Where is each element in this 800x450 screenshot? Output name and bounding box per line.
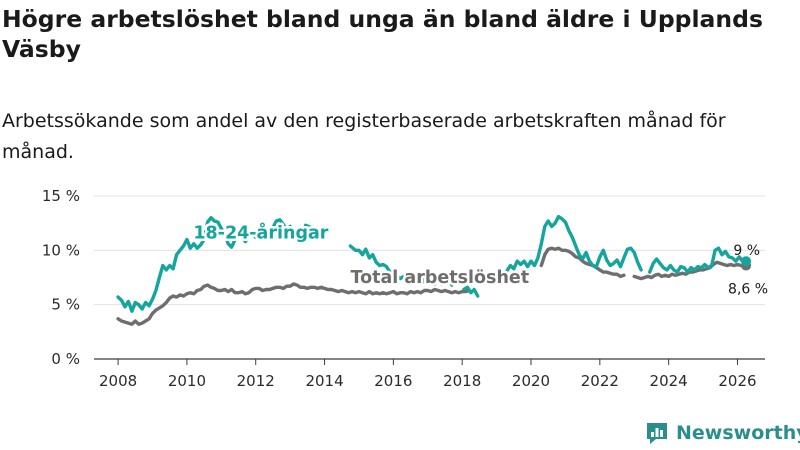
total-end-value: 8,6 % <box>728 282 768 298</box>
total-series-label-halo: Total arbetslöshet <box>350 268 529 288</box>
total-series-line <box>632 260 748 281</box>
youth-series-label-halo: 18-24-åringar <box>193 221 328 243</box>
youth-series-line <box>348 244 457 287</box>
newsworthy-logo-text: Newsworthy <box>676 422 800 444</box>
youth-series-line <box>271 218 299 237</box>
x-tick-label: 2018 <box>443 372 481 390</box>
youth-end-marker <box>741 256 752 267</box>
newsworthy-logo[interactable]: Newsworthy <box>644 420 800 446</box>
total-series-line <box>116 282 471 326</box>
x-tick-label: 2008 <box>99 372 137 390</box>
series-lines <box>116 214 752 326</box>
x-tick-label: 2024 <box>650 372 688 390</box>
total-series-label: Total arbetslöshet <box>350 268 529 288</box>
x-tick-label: 2022 <box>581 372 619 390</box>
youth-end-value: 9 % <box>733 243 760 259</box>
x-tick-label: 2012 <box>237 372 275 390</box>
x-tick-label: 2026 <box>718 372 756 390</box>
newsworthy-logo-icon <box>647 423 667 444</box>
youth-series-label: 18-24-åringar <box>193 221 328 243</box>
x-tick-label: 2016 <box>374 372 412 390</box>
gridlines <box>94 195 765 360</box>
axes: 0 % 5 % 10 % 15 % 2008 2010 2012 2014 2016 2018 20… <box>42 187 757 390</box>
y-tick-label: 0 % <box>51 350 80 368</box>
chart-title: Högre arbetslöshet bland unga än bland ä… <box>2 5 763 63</box>
x-tick-label: 2010 <box>168 372 206 390</box>
x-tick-label: 2020 <box>512 372 550 390</box>
y-tick-label: 5 % <box>51 296 80 314</box>
total-series-line <box>539 246 626 279</box>
youth-series-line <box>648 246 748 274</box>
y-tick-label: 15 % <box>42 187 80 205</box>
youth-series-line <box>303 223 313 230</box>
chart-subtitle: Arbetssökande som andel av den registerb… <box>2 110 726 163</box>
x-tick-label: 2014 <box>305 372 343 390</box>
y-tick-label: 10 % <box>42 241 80 259</box>
youth-series-line <box>462 285 480 298</box>
youth-series-line <box>116 216 265 313</box>
youth-series-line <box>505 214 643 273</box>
